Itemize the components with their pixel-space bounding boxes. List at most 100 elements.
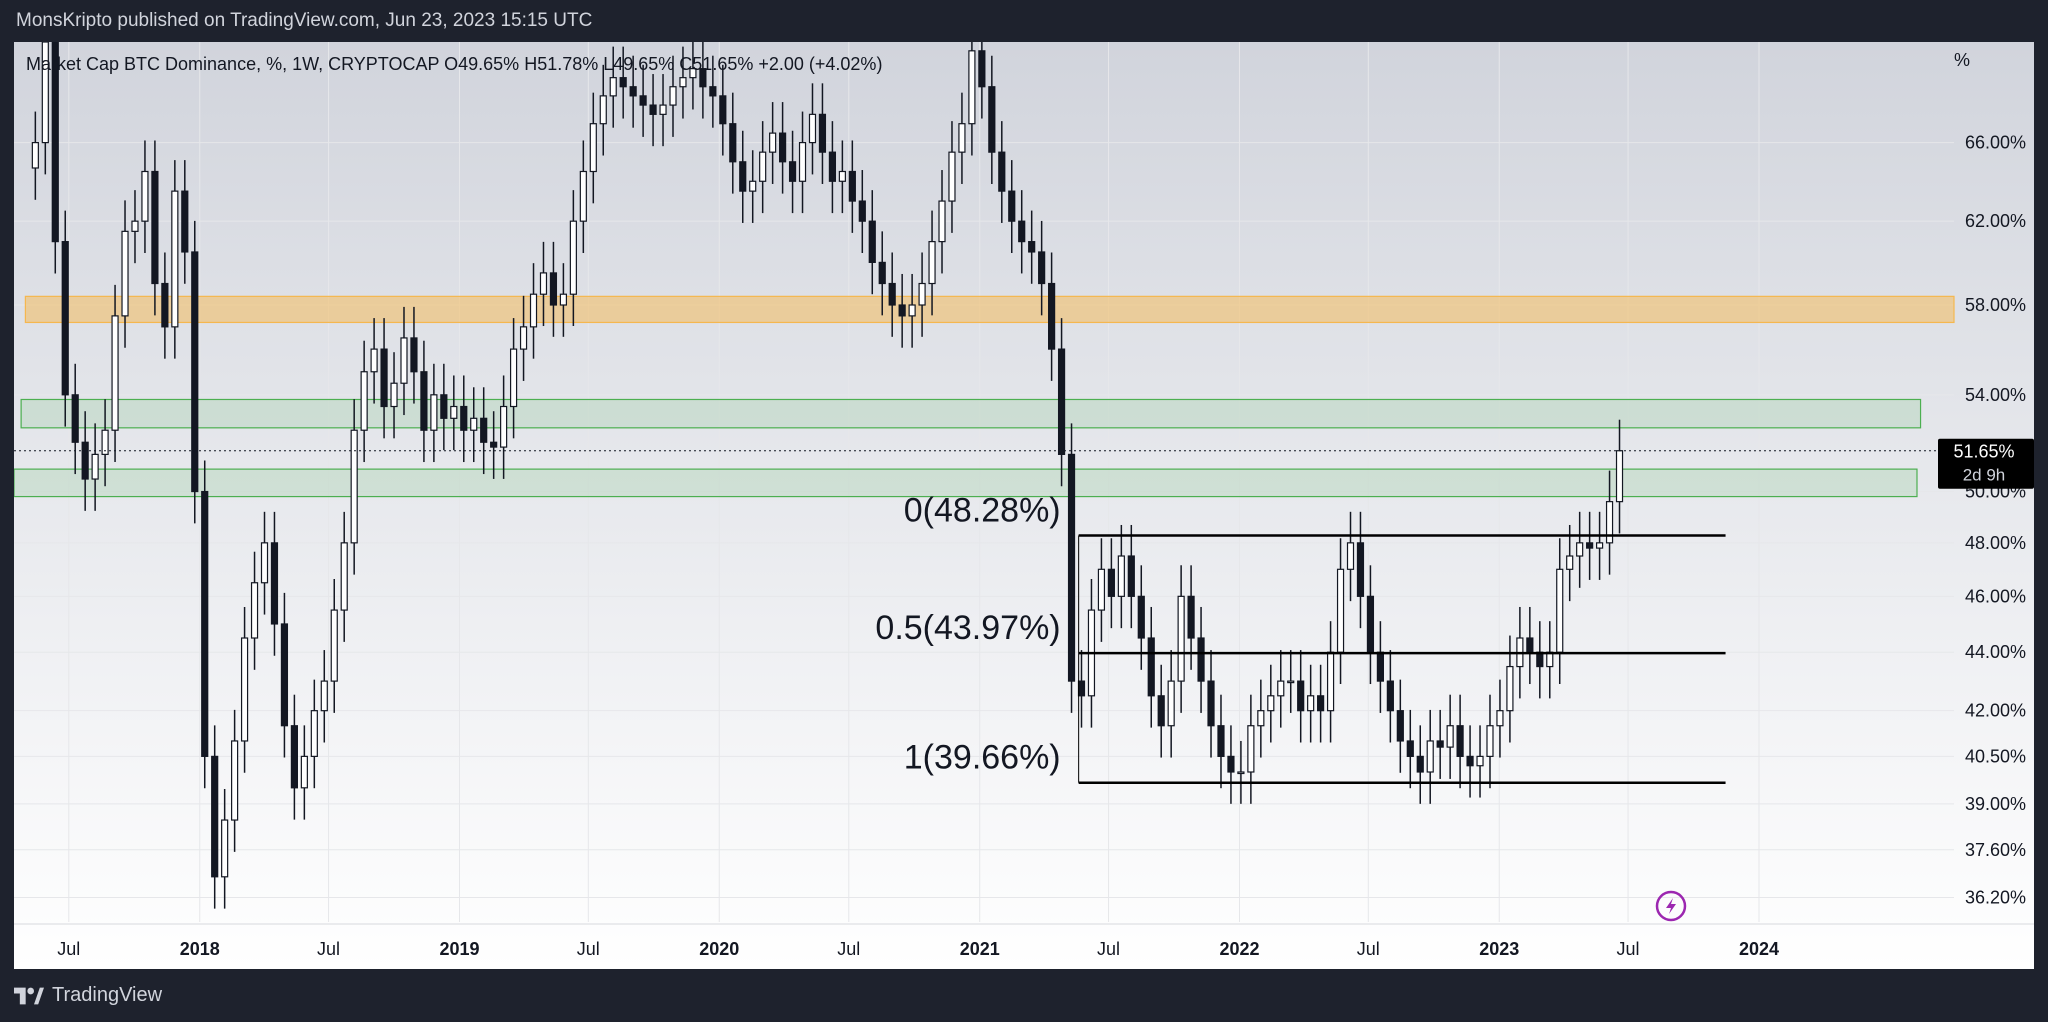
- candle-body: [1267, 695, 1275, 712]
- candle-body: [1187, 595, 1195, 639]
- candle-body: [1307, 695, 1315, 712]
- candle-body: [310, 710, 318, 757]
- zone-rect: [13, 468, 1918, 498]
- candle-body: [948, 151, 956, 202]
- candle-body: [818, 113, 827, 153]
- candle-body: [1028, 241, 1036, 253]
- x-tick-label: Jul: [1097, 939, 1120, 959]
- axes: 36.20% 37.60% 39.00% 40.50% 42.00% 44.00% 46.0…: [14, 42, 2034, 969]
- candle-body: [1526, 637, 1534, 653]
- candle-body: [400, 337, 408, 384]
- candle-body: [360, 371, 368, 431]
- candle-body: [450, 405, 458, 419]
- candle-body: [988, 86, 996, 153]
- candle-body: [1556, 568, 1564, 653]
- candle-body: [669, 86, 677, 106]
- chart-svg[interactable]: 0(48.28%) 0.5(43.97%) 1(39.66%) 36.20% 37.6…: [13, 10, 2034, 969]
- candle-body: [1107, 568, 1115, 597]
- y-tick-label: 36.20%: [1965, 887, 2026, 907]
- candle-body: [1436, 740, 1444, 748]
- candle-body: [410, 337, 418, 373]
- publish-header: MonsKripto published on TradingView.com,…: [0, 0, 2048, 42]
- candle-body: [1127, 555, 1135, 597]
- candle-body: [1406, 740, 1414, 757]
- candle-body: [619, 77, 627, 88]
- publish-line: MonsKripto published on TradingView.com,…: [16, 10, 593, 31]
- candle-body: [709, 86, 717, 97]
- price-badge-value: 51.65%: [1953, 442, 2014, 462]
- candles: [31, 10, 1624, 909]
- candle-body: [1077, 680, 1086, 697]
- y-tick-label: 42.00%: [1965, 701, 2026, 721]
- candle-body: [1057, 348, 1066, 455]
- candle-body: [1048, 282, 1056, 350]
- x-tick-label: Jul: [1357, 939, 1380, 959]
- candle-body: [1008, 190, 1016, 222]
- footer-brand: TradingView: [52, 984, 163, 1006]
- y-tick-label: 54.00%: [1965, 385, 2026, 405]
- candle-body: [470, 417, 478, 431]
- candle-body: [1067, 453, 1076, 682]
- fib-label: 0(48.28%): [904, 492, 1061, 530]
- candle-body: [240, 637, 249, 742]
- candle-body: [290, 725, 298, 789]
- candle-body: [1386, 680, 1394, 712]
- candle-body: [1466, 755, 1474, 767]
- y-tick-label: 66.00%: [1965, 133, 2026, 153]
- candle-body: [858, 200, 866, 222]
- candle-body: [211, 755, 219, 878]
- y-unit-label: %: [1954, 50, 1970, 70]
- candle-body: [679, 77, 687, 88]
- candle-body: [908, 304, 916, 317]
- candle-body: [788, 161, 797, 182]
- candle-body: [420, 371, 428, 431]
- candle-body: [998, 151, 1006, 192]
- candle-body: [569, 220, 577, 295]
- x-tick-label: 2019: [439, 939, 479, 959]
- x-tick-label: Jul: [577, 939, 600, 959]
- candle-body: [639, 95, 647, 106]
- candle-body: [1376, 651, 1384, 682]
- candle-body: [1496, 710, 1504, 727]
- fib-levels: 0(48.28%) 0.5(43.97%) 1(39.66%): [875, 492, 1726, 784]
- candle-body: [141, 170, 149, 222]
- candle-body: [191, 251, 199, 493]
- y-tick-label: 44.00%: [1965, 642, 2026, 662]
- candle-body: [131, 220, 139, 232]
- candle-body: [938, 200, 946, 243]
- candle-body: [559, 293, 568, 306]
- candle-body: [71, 394, 79, 443]
- candle-body: [579, 170, 587, 222]
- candle-body: [519, 326, 528, 350]
- candle-body: [1446, 725, 1454, 748]
- candle-body: [739, 161, 747, 192]
- candle-body: [270, 542, 279, 625]
- candle-body: [1346, 542, 1355, 570]
- candle-body: [1147, 637, 1155, 697]
- price-badge-countdown: 2d 9h: [1963, 466, 2006, 485]
- candle-body: [430, 394, 438, 431]
- candle-body: [1237, 771, 1245, 775]
- candle-body: [509, 348, 518, 408]
- zone-rect: [20, 398, 1922, 429]
- candle-body: [1207, 680, 1215, 727]
- y-tick-label: 58.00%: [1965, 295, 2026, 315]
- x-tick-label: Jul: [317, 939, 340, 959]
- chart-area[interactable]: 0(48.28%) 0.5(43.97%) 1(39.66%) 36.20% 37.6…: [13, 10, 2034, 969]
- price-scale-bg: [1964, 42, 2034, 969]
- candle-body: [280, 623, 289, 727]
- y-tick-label: 39.00%: [1965, 794, 2026, 814]
- flash-icon[interactable]: [1655, 890, 1687, 922]
- candle-body: [221, 819, 229, 878]
- candle-body: [689, 68, 697, 79]
- candle-body: [1426, 740, 1434, 773]
- candle-body: [1536, 651, 1544, 668]
- x-tick-label: 2020: [699, 939, 739, 959]
- candle-body: [31, 142, 39, 169]
- candle-body: [330, 609, 338, 682]
- candle-body: [460, 405, 468, 431]
- candle-body: [1137, 595, 1145, 639]
- candle-body: [778, 132, 787, 163]
- candle-body: [51, 41, 59, 243]
- candle-body: [490, 441, 498, 448]
